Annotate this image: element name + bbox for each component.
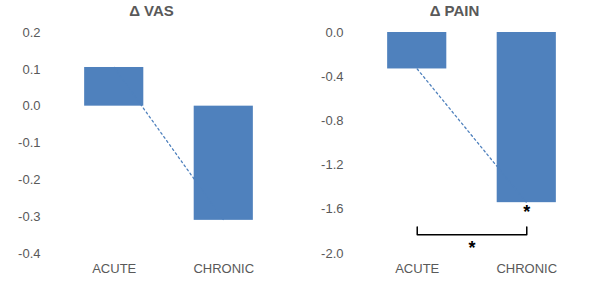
- svg-text:*: *: [468, 238, 475, 258]
- svg-text:-0.8: -0.8: [321, 113, 343, 128]
- svg-text:0.0: 0.0: [22, 98, 40, 113]
- svg-text:-1.2: -1.2: [321, 157, 343, 172]
- svg-text:CHRONIC: CHRONIC: [193, 261, 254, 276]
- svg-text:-0.1: -0.1: [18, 135, 40, 150]
- svg-text:0.2: 0.2: [22, 25, 40, 40]
- svg-text:0.0: 0.0: [325, 25, 343, 40]
- svg-text:0.1: 0.1: [22, 61, 40, 76]
- svg-text:-0.4: -0.4: [18, 246, 40, 261]
- svg-text:-0.4: -0.4: [321, 69, 343, 84]
- svg-text:ACUTE: ACUTE: [395, 261, 439, 276]
- svg-text:*: *: [523, 202, 530, 222]
- svg-text:-0.2: -0.2: [18, 172, 40, 187]
- svg-text:CHRONIC: CHRONIC: [496, 261, 557, 276]
- svg-text:-1.6: -1.6: [321, 201, 343, 216]
- html-text:Δ VAS: Δ VAS: [129, 2, 174, 19]
- svg-text:-0.3: -0.3: [18, 209, 40, 224]
- html-text:Δ PAIN: Δ PAIN: [429, 2, 480, 19]
- svg-text:-2.0: -2.0: [321, 246, 343, 261]
- svg-text:ACUTE: ACUTE: [92, 261, 136, 276]
